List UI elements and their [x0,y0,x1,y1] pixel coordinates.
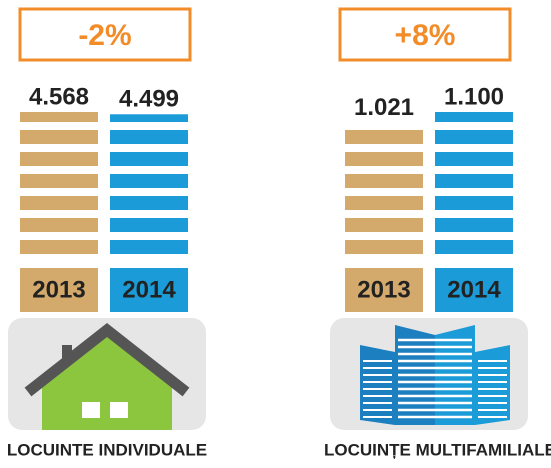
value-label: 4.568 [29,83,89,110]
year-box [20,268,98,312]
year-label: 2014 [447,276,501,303]
annotation: +8% [395,19,456,52]
bar [110,114,188,262]
bar [20,112,98,262]
annotation-box [18,7,192,62]
group-title: LOCUINTE INDIVIDUALE [7,440,207,459]
year-label: 2013 [32,276,85,303]
year-box [110,268,188,312]
bar [435,112,513,262]
house-icon [8,318,206,430]
annotation-box [338,7,512,62]
value-label: 4.499 [119,86,179,113]
value-label: 1.100 [444,83,504,110]
bar [345,122,423,262]
year-box [435,268,513,312]
year-label: 2013 [357,276,410,303]
year-box [345,268,423,312]
annotation: -2% [78,19,131,52]
building-icon [330,318,528,430]
value-label: 1.021 [354,94,414,121]
group-title: LOCUINȚE MULTIFAMILIALE [324,440,551,459]
year-label: 2014 [122,276,176,303]
